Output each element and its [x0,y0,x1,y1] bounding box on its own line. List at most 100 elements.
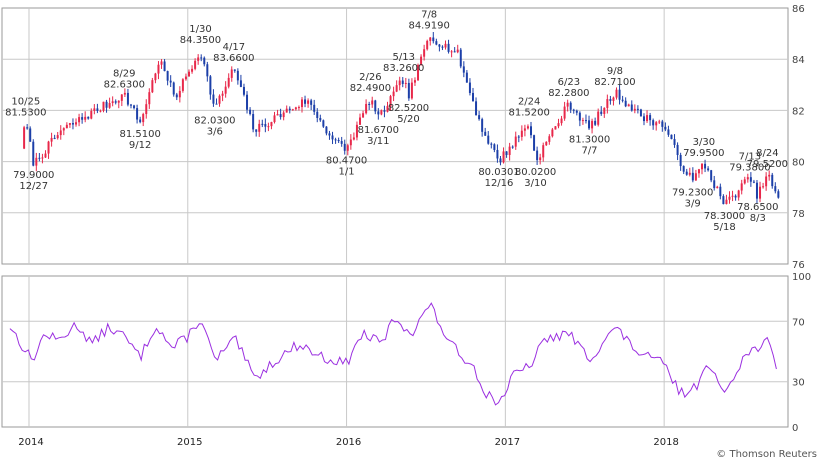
candle-body [81,117,84,120]
annotation-date: 7/7 [581,145,597,156]
candle-body [377,111,380,115]
candle [774,182,777,194]
candle-body [267,126,270,128]
candle-body [759,186,762,199]
candle [777,189,780,199]
candle-body [691,172,694,181]
candle-body [456,49,459,53]
candle [163,59,166,72]
candle-body [566,102,569,107]
candle-body [230,69,233,78]
annotation-value: 78.3000 [704,211,745,222]
candle-body [624,100,627,107]
annotation-date: 7/8 [421,10,437,21]
candle [759,181,762,203]
candle-body [75,122,78,125]
candle [423,44,426,61]
candle-body [618,89,621,100]
candle [639,108,642,117]
candle [117,100,120,109]
candle-body [191,68,194,72]
candle-body [401,80,404,84]
candle [212,89,215,107]
candle-body [114,101,117,103]
candle-body [181,79,184,91]
candle [35,152,38,172]
candle-body [746,177,749,180]
credit-text: © Thomson Reuters [716,449,817,460]
candle-body [774,186,777,192]
annotation-date: 3/9 [685,198,701,209]
candle [765,172,768,191]
candle-body [105,101,108,108]
annotation-value: 79.2300 [672,187,713,198]
candle-body [120,94,123,101]
candle [667,125,670,137]
candle [395,80,398,93]
candle-body [468,82,471,93]
candle [249,107,252,116]
candle [566,99,569,112]
candle [105,99,108,113]
annotation-date: 10/25 [11,96,40,107]
candle-body [551,129,554,137]
candle-body [288,108,291,111]
candle [377,108,380,120]
candle [441,45,444,51]
candle [694,169,697,181]
candle [142,112,145,127]
candle-body [154,73,157,81]
candle [50,132,53,147]
candle [551,127,554,138]
candle-body [371,100,374,105]
annotation-value: 84.3500 [180,35,221,46]
candle [184,73,187,81]
candle-body [343,143,346,151]
candle-body [258,123,261,132]
candle-body [215,103,218,105]
candle-body [572,109,575,111]
candle-body [441,46,444,48]
candle-body [145,104,148,115]
candle-body [270,122,273,127]
candle-body [676,144,679,155]
candle [62,127,65,136]
candle [618,84,621,105]
candle [542,142,545,162]
candle [102,101,105,113]
x-tick-label: 2016 [336,437,361,448]
annotation-date: 3/11 [367,136,389,147]
annotation-value: 81.5100 [119,129,160,140]
candle [407,78,410,101]
candle [734,194,737,201]
candle-body [642,116,645,122]
annotation-date: 3/10 [524,178,546,189]
candle [606,94,609,114]
annotation-date: 1/30 [189,24,211,35]
candle [38,153,41,162]
candle-body [99,110,102,112]
candle-body [276,114,279,116]
candle [365,99,368,115]
candle [456,44,459,54]
candle [575,109,578,116]
candle [328,130,331,140]
candle-body [554,126,557,130]
annotation-value: 82.0300 [194,116,235,127]
candle [129,103,132,109]
candle [600,106,603,116]
candle [413,77,416,86]
candle [487,131,490,145]
candle [426,39,429,51]
annotation-value: 82.5200 [388,103,429,114]
candle [84,111,87,123]
candle-body [710,170,713,181]
candle-body [749,177,752,182]
candle-body [233,69,236,71]
candle [68,122,71,128]
